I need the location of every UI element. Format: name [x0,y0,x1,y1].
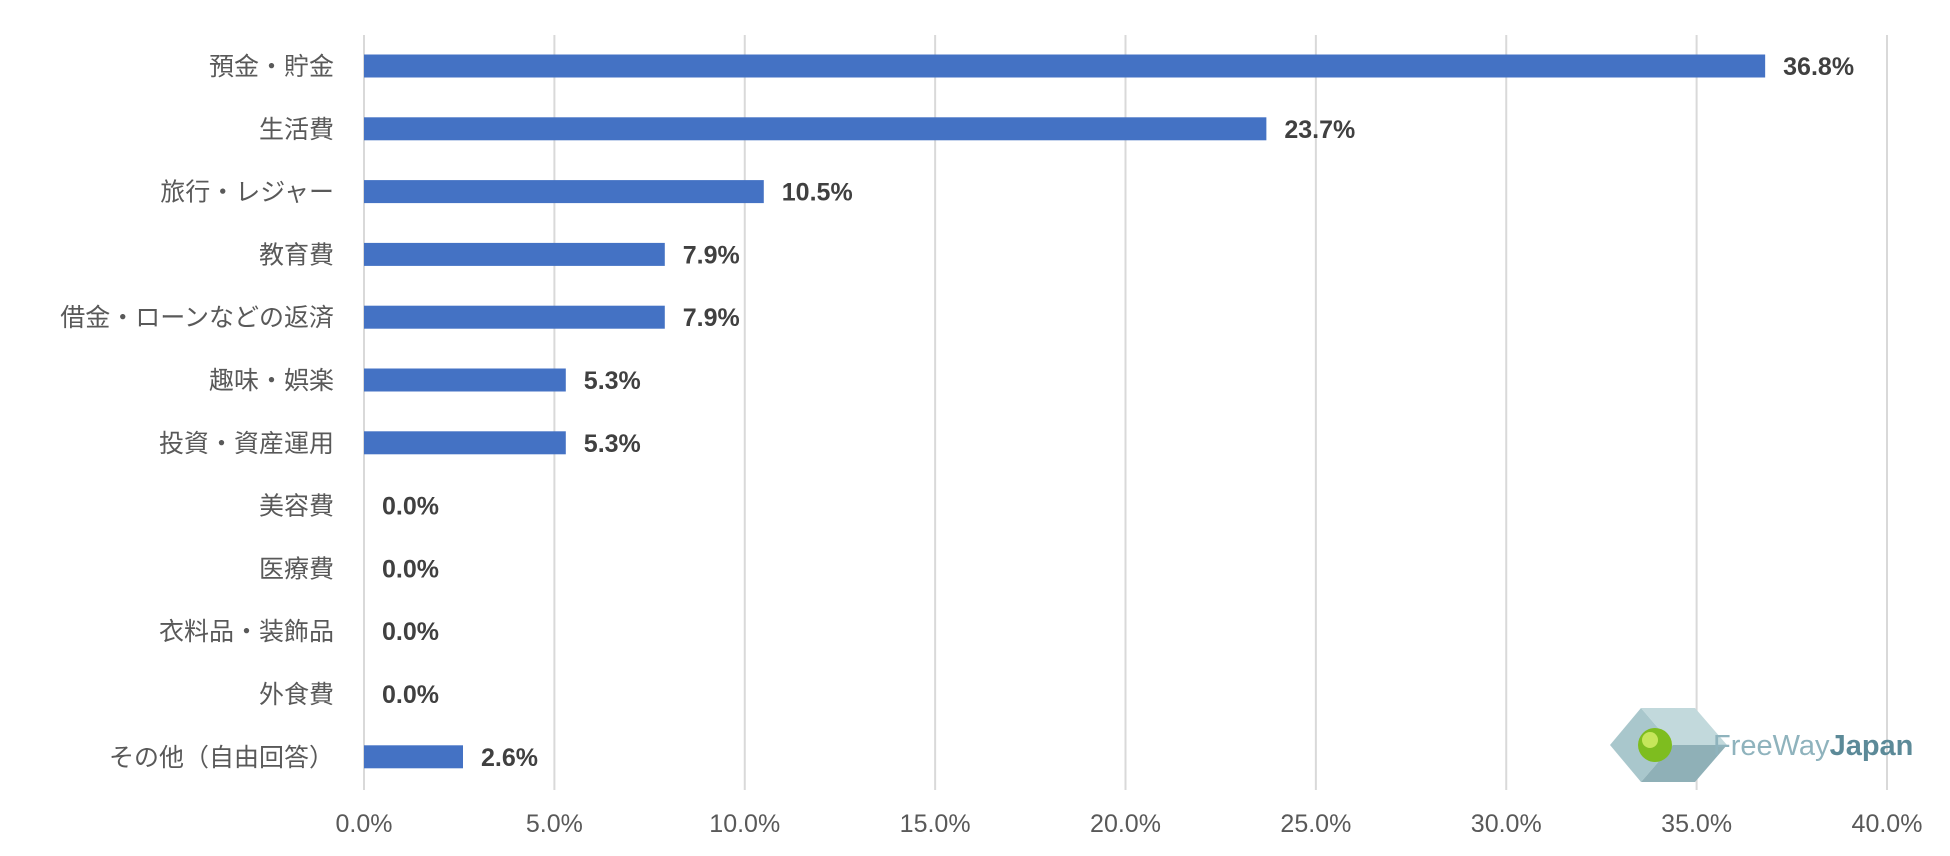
x-tick-label: 30.0% [1471,810,1542,838]
bar-value-label: 0.0% [382,681,439,709]
x-tick-label: 0.0% [336,810,393,838]
category-label: 旅行・レジャー [160,178,334,207]
bar [364,242,665,266]
bar [364,180,764,204]
x-tick-label: 25.0% [1280,810,1351,838]
category-label: 生活費 [259,115,334,144]
category-labels: 預金・貯金生活費旅行・レジャー教育費借金・ローンなどの返済趣味・娯楽投資・資産運… [60,52,334,772]
x-tick-labels: 0.0% 5.0% 10.0% 15.0% 20.0% 25.0% 30.0% 35.0% 40… [336,810,1923,838]
category-label: 教育費 [259,240,334,269]
x-tick-label: 10.0% [709,810,780,838]
category-label: 美容費 [259,492,334,521]
logo-text-freeway: FreeWay [1713,730,1830,762]
category-label: 預金・貯金 [209,52,334,81]
bar-value-label: 2.6% [481,744,538,772]
category-label: 外食費 [259,680,334,709]
x-tick-label: 20.0% [1090,810,1161,838]
bar [364,117,1267,141]
bar-value-label: 5.3% [584,367,641,395]
logo-top-facet-icon [1641,708,1727,745]
bar-value-label: 36.8% [1783,53,1854,81]
bar-value-label: 0.0% [382,618,439,646]
x-tick-label: 35.0% [1661,810,1732,838]
x-tick-label: 40.0% [1852,810,1923,838]
freewayjapan-logo: FreeWayJapan [1610,708,1913,782]
bar [364,745,463,769]
gridlines [363,35,1888,790]
bar [364,368,566,392]
bar-value-label: 10.5% [782,179,853,207]
bar [364,54,1766,78]
bar [364,431,566,455]
category-label: 医療費 [259,554,334,583]
category-label: その他（自由回答） [109,743,334,772]
bar-value-label: 23.7% [1284,116,1355,144]
logo-sphere-highlight-icon [1642,732,1658,748]
bar-value-label: 5.3% [584,430,641,458]
category-label: 借金・ローンなどの返済 [60,303,334,332]
logo-text-japan: Japan [1830,730,1914,762]
bar-value-label: 7.9% [683,241,740,269]
bar-value-label: 0.0% [382,493,439,521]
category-label: 趣味・娯楽 [209,366,334,395]
x-tick-label: 15.0% [900,810,971,838]
category-label: 投資・資産運用 [159,429,334,458]
data-labels: 36.8% 23.7% 10.5% 7.9% 7.9% 5.3% 5.3% 0.0% 0.0% 0… [382,53,1854,772]
category-label: 衣料品・装飾品 [159,617,334,646]
svg-text:FreeWayJapan: FreeWayJapan [1713,730,1913,762]
x-tick-label: 5.0% [526,810,583,838]
bar [364,305,665,329]
logo-bottom-facet-icon [1641,745,1727,782]
bars [364,54,1766,769]
bar-value-label: 0.0% [382,555,439,583]
bar-value-label: 7.9% [683,304,740,332]
